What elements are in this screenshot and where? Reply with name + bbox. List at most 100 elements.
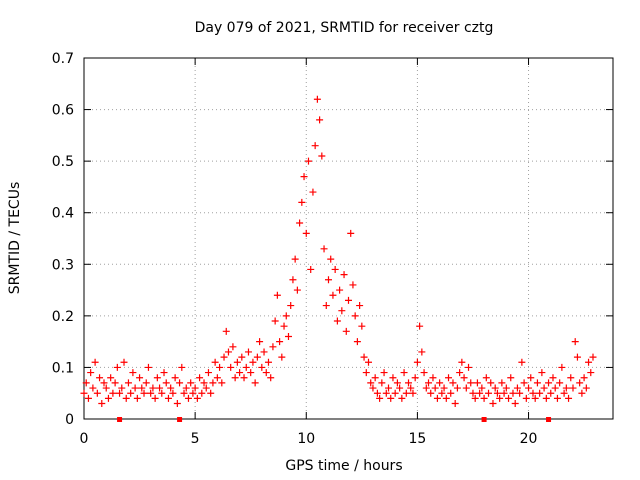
data-point	[193, 394, 201, 402]
data-point	[142, 379, 150, 387]
data-point	[131, 384, 139, 392]
data-point	[338, 307, 346, 315]
data-point	[533, 379, 541, 387]
data-point	[280, 322, 288, 330]
data-point	[211, 358, 219, 366]
data-point	[347, 229, 355, 237]
data-point	[207, 389, 215, 397]
data-point	[451, 400, 459, 408]
data-point	[84, 394, 92, 402]
data-point	[187, 379, 195, 387]
data-point	[378, 379, 386, 387]
data-point	[324, 276, 332, 284]
data-point	[340, 271, 348, 279]
data-point	[220, 353, 228, 361]
data-point	[111, 379, 119, 387]
data-point	[124, 379, 132, 387]
x-tick-label: 20	[520, 431, 538, 447]
data-point	[447, 389, 455, 397]
data-point	[485, 389, 493, 397]
data-point	[224, 348, 232, 356]
data-point	[253, 353, 261, 361]
grid	[84, 58, 613, 419]
data-point	[309, 188, 317, 196]
data-point	[460, 374, 468, 382]
data-point	[445, 374, 453, 382]
data-point	[522, 394, 530, 402]
data-point	[318, 152, 326, 160]
data-point	[587, 369, 595, 377]
data-point	[264, 358, 272, 366]
data-point	[284, 332, 292, 340]
data-point	[420, 369, 428, 377]
data-point	[429, 374, 437, 382]
plot-frame	[83, 57, 614, 420]
data-point	[164, 394, 172, 402]
data-point	[525, 384, 533, 392]
data-point	[385, 384, 393, 392]
data-point	[556, 379, 564, 387]
gap-markers	[117, 417, 552, 422]
y-tick-label: 0.3	[52, 257, 74, 273]
data-point	[109, 389, 117, 397]
data-point	[256, 338, 264, 346]
data-point	[471, 394, 479, 402]
data-point	[144, 363, 152, 371]
data-point	[331, 265, 339, 273]
data-point	[329, 291, 337, 299]
data-point	[398, 394, 406, 402]
gap-marker	[546, 417, 552, 422]
data-point	[547, 389, 555, 397]
data-point	[567, 374, 575, 382]
data-point	[516, 389, 524, 397]
data-point	[304, 157, 312, 165]
data-point	[527, 374, 535, 382]
data-point	[573, 353, 581, 361]
data-point	[242, 363, 250, 371]
data-point	[473, 379, 481, 387]
data-point	[518, 358, 526, 366]
data-point	[204, 369, 212, 377]
data-point	[233, 358, 241, 366]
data-point	[200, 379, 208, 387]
data-point	[209, 379, 217, 387]
data-point	[149, 384, 157, 392]
data-point	[273, 291, 281, 299]
data-point	[93, 389, 101, 397]
data-point	[469, 389, 477, 397]
data-point	[407, 384, 415, 392]
data-point	[267, 374, 275, 382]
gap-marker	[117, 417, 123, 422]
data-point	[580, 374, 588, 382]
data-point	[327, 255, 335, 263]
data-point	[551, 384, 559, 392]
y-tick-label: 0.6	[52, 103, 74, 119]
data-point	[365, 358, 373, 366]
data-point	[356, 302, 364, 310]
data-point	[249, 358, 257, 366]
data-point	[191, 384, 199, 392]
chart-title: Day 079 of 2021, SRMTID for receiver czt…	[195, 20, 494, 36]
data-point	[538, 369, 546, 377]
data-point	[536, 389, 544, 397]
axis-ticks: 0 0.1 0.2 0.3 0.4 0.5 0.6 0.7 0 5 10 15 20	[52, 51, 613, 447]
gap-marker	[177, 417, 183, 422]
data-point	[545, 379, 553, 387]
data-point	[216, 363, 224, 371]
data-point	[213, 374, 221, 382]
data-point	[196, 374, 204, 382]
data-point	[151, 394, 159, 402]
data-point	[433, 394, 441, 402]
data-point	[387, 394, 395, 402]
data-point	[491, 384, 499, 392]
data-point	[396, 384, 404, 392]
y-tick-label: 0.5	[52, 154, 74, 170]
data-point	[520, 379, 528, 387]
data-point	[509, 389, 517, 397]
data-point	[202, 384, 210, 392]
data-point	[380, 369, 388, 377]
data-point	[120, 358, 128, 366]
data-point	[178, 363, 186, 371]
data-point	[113, 363, 121, 371]
data-point	[116, 389, 124, 397]
